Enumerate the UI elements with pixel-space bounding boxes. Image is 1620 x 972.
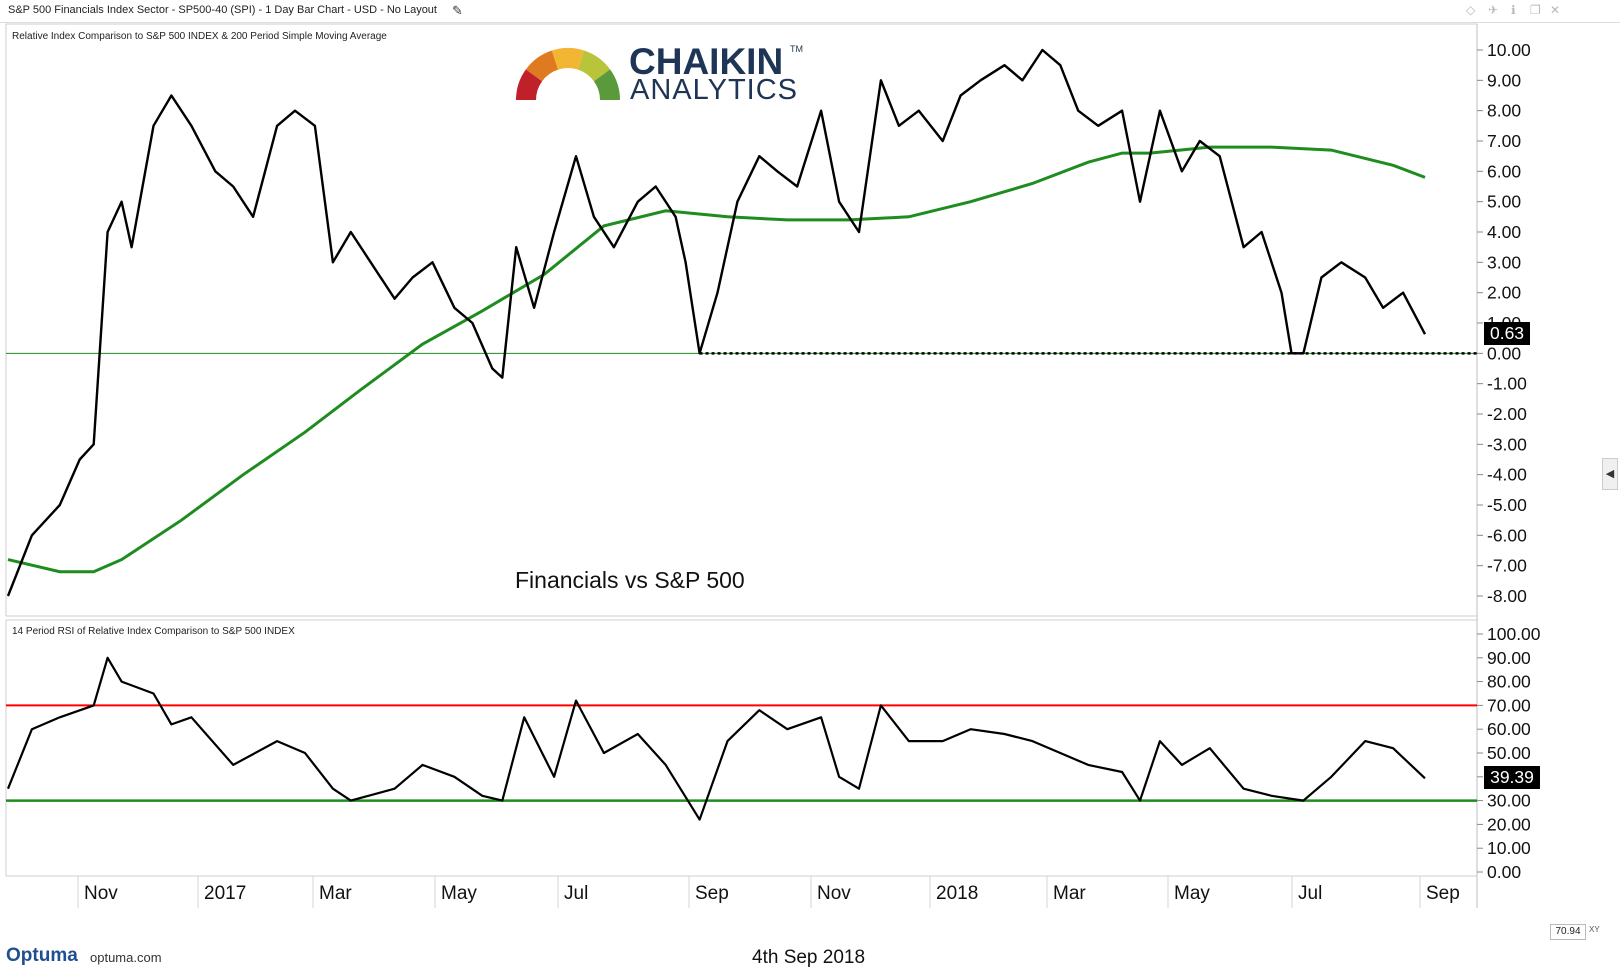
chart-window-title: S&P 500 Financials Index Sector - SP500-… xyxy=(8,4,437,16)
date-tick-label: May xyxy=(1174,883,1210,904)
rsi-tick-label: 60.00 xyxy=(1487,719,1531,739)
pencil-icon[interactable]: ✎ xyxy=(452,3,463,18)
rsi-series-line xyxy=(6,656,1426,821)
price-tick-label: -4.00 xyxy=(1487,465,1527,485)
date-tick-label: Mar xyxy=(1053,883,1086,904)
price-last-value-box xyxy=(1484,322,1530,345)
rsi-last-value-tag: 39.39 xyxy=(1484,766,1540,789)
gauge-segment xyxy=(593,69,621,100)
rsi-tick-label: 80.00 xyxy=(1487,672,1531,692)
price-tick-label: -1.00 xyxy=(1487,374,1527,394)
rsi-tick-label: 90.00 xyxy=(1487,648,1531,668)
rsi-tick-label: 0.00 xyxy=(1487,862,1521,882)
price-panel-frame xyxy=(5,23,1478,617)
rsi-value-axis: 100.0090.0080.0070.0060.0050.0040.0030.0… xyxy=(1477,624,1541,882)
price-last-value-tag: 0.63 xyxy=(1484,322,1530,345)
rsi-tick-label: 50.00 xyxy=(1487,743,1531,763)
optuma-logo: Optuma xyxy=(6,945,78,966)
optuma-url[interactable]: optuma.com xyxy=(90,950,162,965)
rsi-tick-label: 30.00 xyxy=(1487,791,1531,811)
date-tick-label: Mar xyxy=(319,883,352,904)
price-tick-label: -6.00 xyxy=(1487,525,1527,545)
price-tick-label: 7.00 xyxy=(1487,131,1521,151)
price-tick-label: 2.00 xyxy=(1487,283,1521,303)
date-tick-label: Sep xyxy=(695,883,729,904)
price-tick-label: -7.00 xyxy=(1487,556,1527,576)
price-tick-label: 0.00 xyxy=(1487,343,1521,363)
sma-200-series-line xyxy=(7,145,1426,574)
collapse-panel-button[interactable]: ◀ xyxy=(1602,458,1618,490)
rsi-last-value-box xyxy=(1484,766,1540,789)
gauge-segment xyxy=(551,47,585,70)
price-panel-title: Relative Index Comparison to S&P 500 IND… xyxy=(12,31,387,42)
rsi-last-value: 39.39 xyxy=(1490,767,1534,787)
diamond-icon[interactable]: ◇ xyxy=(1466,3,1476,17)
price-tick-label: -8.00 xyxy=(1487,586,1527,606)
pin-icon[interactable]: ✈ xyxy=(1488,3,1499,17)
price-tick-label: 6.00 xyxy=(1487,161,1521,181)
date-tick-label: May xyxy=(441,883,477,904)
gauge-segment xyxy=(525,50,559,82)
gauge-logo-icon xyxy=(515,47,621,100)
logo-trademark: TM xyxy=(790,44,803,54)
chart-canvas[interactable]: Relative Index Comparison to S&P 500 IND… xyxy=(0,0,1620,942)
date-axis: Nov 2017 Mar May Jul Sep Nov 2018 Mar May Jul Sep xyxy=(77,876,1460,908)
xy-toggle[interactable]: XY xyxy=(1589,925,1600,934)
price-tick-label: 10.00 xyxy=(1487,40,1531,60)
coordinate-readout: 70.94 xyxy=(1550,924,1586,940)
price-tick-label: -5.00 xyxy=(1487,495,1527,515)
chart-annotation: Financials vs S&P 500 xyxy=(515,567,745,593)
relative-index-series-line xyxy=(6,48,1427,597)
price-tick-label: 3.00 xyxy=(1487,252,1521,272)
date-tick-label: 2017 xyxy=(204,883,246,904)
price-tick-label: 8.00 xyxy=(1487,101,1521,121)
price-tick-label: 5.00 xyxy=(1487,192,1521,212)
gauge-segment xyxy=(515,69,543,100)
price-tick-label: 4.00 xyxy=(1487,222,1521,242)
date-tick-label: Nov xyxy=(817,883,851,904)
date-tick-label: Jul xyxy=(1298,883,1322,904)
price-tick-label: 9.00 xyxy=(1487,70,1521,90)
rsi-tick-label: 100.00 xyxy=(1487,624,1541,644)
rsi-tick-label: 70.00 xyxy=(1487,695,1531,715)
footer-bar: Optuma optuma.com 4th Sep 2018 xyxy=(0,942,1620,972)
price-tick-label: -2.00 xyxy=(1487,404,1527,424)
gauge-segment xyxy=(577,50,611,82)
date-tick-label: Sep xyxy=(1426,883,1460,904)
logo-brand-text: CHAIKIN xyxy=(629,41,783,82)
price-tick-label: -3.00 xyxy=(1487,434,1527,454)
chaikin-logo: CHAIKIN TM ANALYTICS xyxy=(515,41,803,106)
price-last-value: 0.63 xyxy=(1490,323,1524,343)
date-tick-label: Nov xyxy=(84,883,118,904)
date-tick-label: 2018 xyxy=(936,883,978,904)
date-tick-label: Jul xyxy=(564,883,588,904)
rsi-tick-label: 10.00 xyxy=(1487,838,1531,858)
info-icon[interactable]: ℹ xyxy=(1511,3,1516,17)
rsi-tick-label: 20.00 xyxy=(1487,814,1531,834)
rsi-panel-frame xyxy=(5,619,1478,877)
logo-subtext: ANALYTICS xyxy=(630,74,798,106)
restore-icon[interactable]: ❐ xyxy=(1530,3,1541,17)
chart-titlebar: S&P 500 Financials Index Sector - SP500-… xyxy=(0,0,1620,23)
rsi-panel-title: 14 Period RSI of Relative Index Comparis… xyxy=(12,626,295,637)
footer-date: 4th Sep 2018 xyxy=(752,947,866,968)
close-icon[interactable]: ✕ xyxy=(1550,3,1561,17)
